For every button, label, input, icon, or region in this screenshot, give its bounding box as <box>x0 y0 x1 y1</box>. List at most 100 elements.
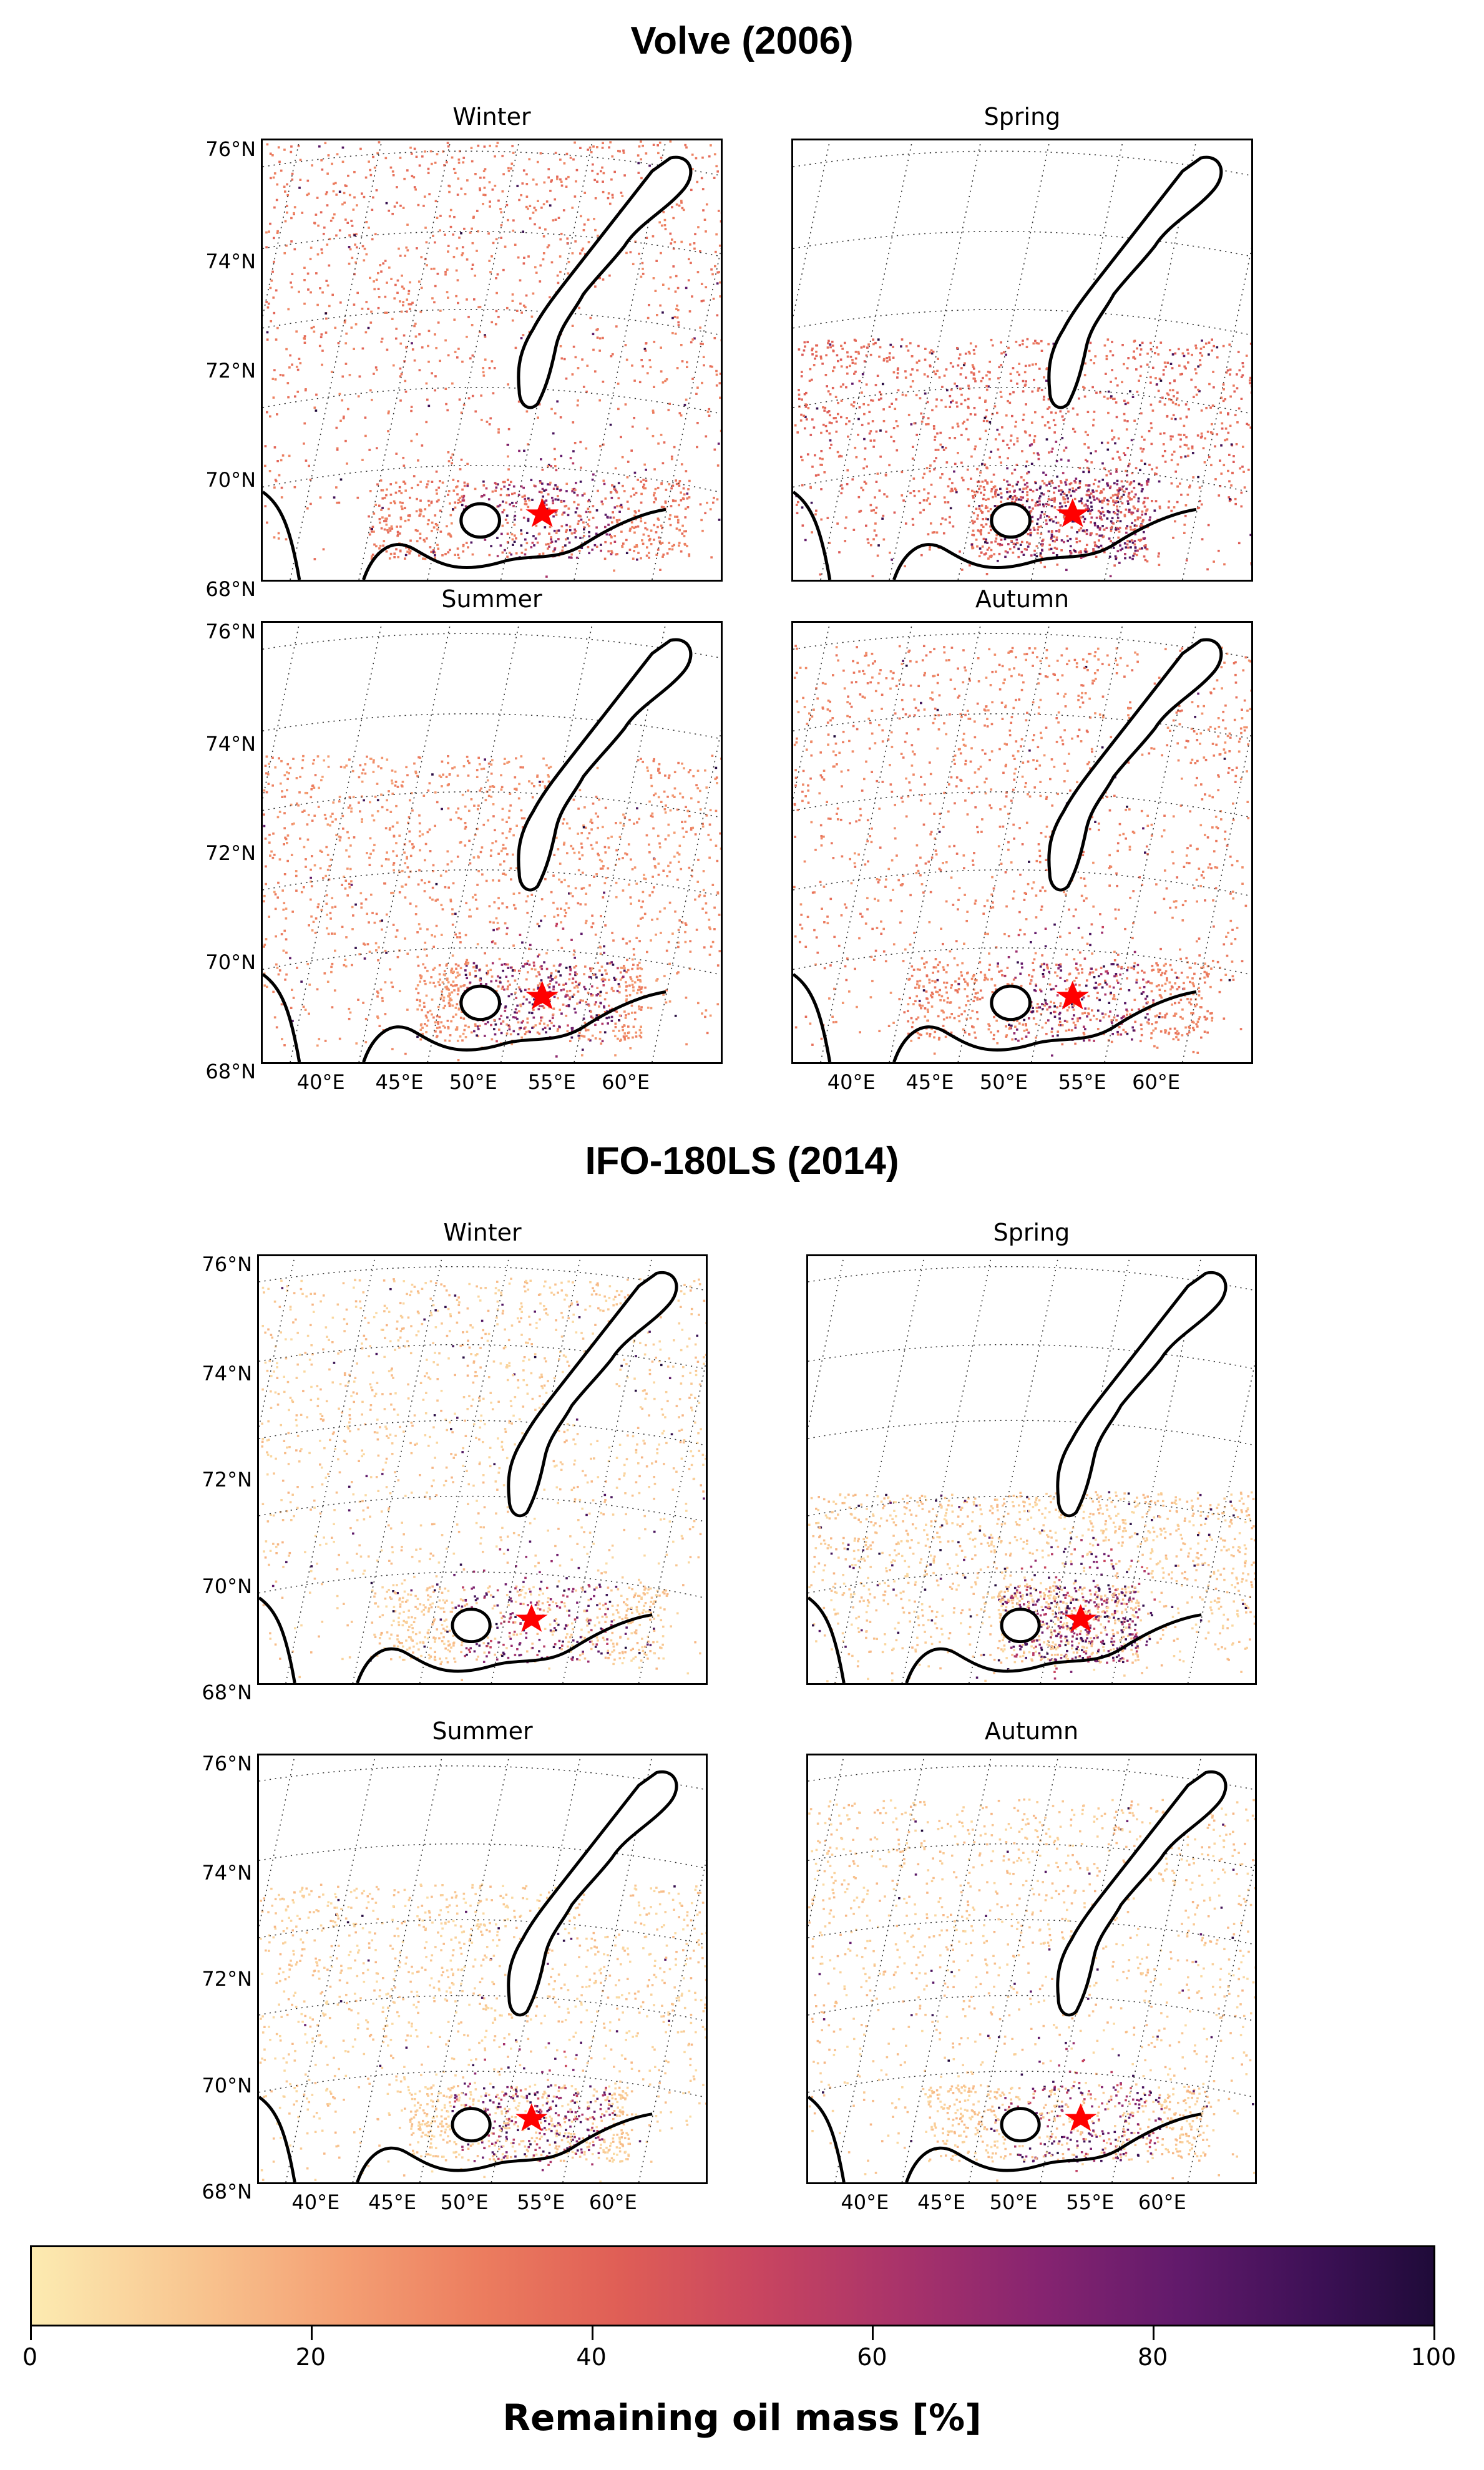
lat-label: 68°N <box>205 1060 256 1083</box>
colorbar-tick-label: 40 <box>576 2343 607 2371</box>
novaya-zemlya-coast <box>1047 155 1223 409</box>
lon-label: 55°E <box>527 1070 576 1094</box>
panel-title-ifo-summer: Summer <box>432 1717 533 1745</box>
novaya-zemlya-coast <box>517 155 693 409</box>
lat-label: 72°N <box>202 1967 252 1991</box>
map-canvas <box>808 1755 1255 2182</box>
mainland-coast <box>808 2096 1202 2182</box>
lat-label: 76°N <box>205 137 256 161</box>
map-canvas <box>808 1256 1255 1683</box>
novaya-zemlya-coast <box>1047 638 1223 892</box>
kolguev-island <box>451 1608 492 1644</box>
section-title-ifo: IFO-180LS (2014) <box>585 1140 899 1183</box>
lat-label: 70°N <box>205 468 256 492</box>
lon-label: 50°E <box>989 2190 1038 2214</box>
kolguev-island <box>1000 2107 1041 2143</box>
lon-label: 40°E <box>296 1070 345 1094</box>
section-title-volve: Volve (2006) <box>630 19 854 62</box>
graticule <box>793 623 1251 1062</box>
graticule <box>263 140 721 580</box>
lat-label: 74°N <box>205 732 256 756</box>
map-ifo-spring <box>806 1254 1257 1685</box>
map-canvas <box>259 1755 706 2182</box>
spill-source-marker <box>1056 498 1090 527</box>
colorbar-tick-label: 60 <box>857 2343 887 2371</box>
lon-label: 55°E <box>1066 2190 1115 2214</box>
lat-label: 68°N <box>202 2179 252 2204</box>
lon-label: 60°E <box>602 1070 650 1094</box>
mainland-coast <box>263 491 666 580</box>
graticule <box>259 1755 706 2182</box>
lat-label: 72°N <box>202 1468 252 1492</box>
panel-title-ifo-winter: Winter <box>443 1219 522 1246</box>
map-canvas <box>259 1256 706 1683</box>
colorbar-tick <box>310 2326 313 2340</box>
spill-source-marker <box>1056 980 1090 1010</box>
lat-label: 70°N <box>205 950 256 974</box>
map-volve-winter <box>261 139 723 582</box>
lat-label: 70°N <box>202 2073 252 2097</box>
map-ifo-winter <box>257 1254 708 1685</box>
kolguev-island <box>990 984 1032 1022</box>
mainland-coast <box>259 1596 653 1683</box>
oil-particles <box>794 338 1251 578</box>
panel-title-volve-summer: Summer <box>441 585 542 613</box>
novaya-zemlya-coast <box>507 1770 678 2017</box>
graticule <box>793 140 1251 580</box>
oil-particles <box>808 1491 1255 1683</box>
map-volve-autumn <box>791 621 1253 1064</box>
panel-title-volve-spring: Spring <box>984 103 1061 130</box>
lat-label: 74°N <box>205 250 256 273</box>
novaya-zemlya-coast <box>507 1271 678 1518</box>
colorbar-tick <box>1153 2326 1155 2340</box>
panel-title-volve-autumn: Autumn <box>975 585 1070 613</box>
graticule <box>263 623 721 1062</box>
lon-label: 40°E <box>291 2190 340 2214</box>
mainland-coast <box>808 1596 1202 1683</box>
map-canvas <box>793 623 1251 1062</box>
colorbar-tick-label: 20 <box>295 2343 326 2371</box>
lon-label: 45°E <box>906 1070 954 1094</box>
colorbar-title: Remaining oil mass [%] <box>502 2396 982 2439</box>
mainland-coast <box>259 2096 653 2182</box>
spill-source-marker <box>1064 1604 1097 1632</box>
kolguev-island <box>459 984 502 1022</box>
spill-source-marker <box>525 980 559 1010</box>
lat-label: 76°N <box>202 1252 252 1277</box>
map-ifo-summer <box>257 1754 708 2184</box>
lat-label: 72°N <box>205 359 256 383</box>
kolguev-island <box>459 502 502 539</box>
lat-label: 74°N <box>202 1861 252 1885</box>
lat-label: 68°N <box>205 577 256 601</box>
lon-label: 40°E <box>841 2190 889 2214</box>
lon-label: 50°E <box>979 1070 1028 1094</box>
novaya-zemlya-coast <box>1056 1271 1228 1518</box>
lat-label: 72°N <box>205 841 256 865</box>
spill-source-marker <box>1064 2103 1097 2131</box>
spill-source-marker <box>515 1604 548 1632</box>
lon-label: 45°E <box>917 2190 966 2214</box>
kolguev-island <box>451 2107 492 2143</box>
spill-source-marker <box>525 498 559 527</box>
panel-title-volve-winter: Winter <box>452 103 531 130</box>
lon-label: 60°E <box>588 2190 637 2214</box>
oil-particles <box>259 1883 706 2182</box>
lon-label: 40°E <box>827 1070 876 1094</box>
lat-label: 74°N <box>202 1362 252 1386</box>
lon-label: 55°E <box>1058 1070 1106 1094</box>
lat-label: 76°N <box>202 1752 252 1776</box>
kolguev-island <box>990 502 1032 539</box>
lon-label: 60°E <box>1132 1070 1181 1094</box>
oil-particles <box>261 1277 706 1681</box>
mainland-coast <box>263 973 666 1062</box>
lon-label: 55°E <box>517 2190 565 2214</box>
colorbar-tick <box>30 2326 32 2340</box>
kolguev-island <box>1000 1608 1041 1644</box>
graticule <box>808 1256 1255 1683</box>
lon-label: 60°E <box>1138 2190 1186 2214</box>
colorbar <box>30 2245 1435 2326</box>
map-canvas <box>793 140 1251 580</box>
lon-label: 50°E <box>449 1070 497 1094</box>
mainland-coast <box>793 973 1197 1062</box>
graticule <box>259 1256 706 1683</box>
